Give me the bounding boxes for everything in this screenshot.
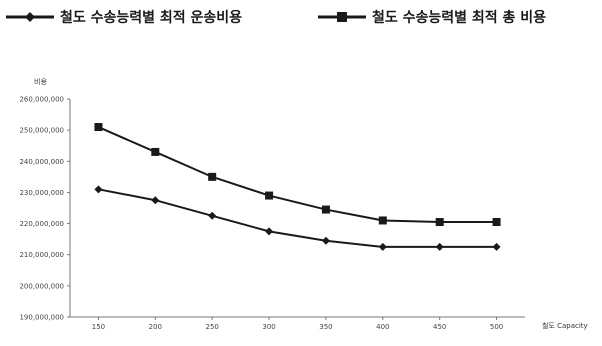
- legend-label-total-cost: 철도 수송능력별 최적 총 비용: [372, 9, 546, 26]
- legend-marker-square: [337, 12, 347, 22]
- series-line-0: [98, 188, 497, 248]
- data-point-square: [151, 147, 160, 156]
- legend-label-transport-cost: 철도 수송능력별 최적 운송비용: [60, 9, 242, 26]
- x-tick-label: 350: [319, 323, 332, 331]
- series-line-1: [98, 126, 497, 224]
- x-tick-label: 450: [433, 323, 446, 331]
- y-tick-label: 190,000,000: [19, 314, 64, 322]
- data-point-square: [208, 172, 217, 181]
- x-tick-label: 400: [376, 323, 389, 331]
- y-tick-label: 220,000,000: [19, 220, 64, 228]
- legend: 철도 수송능력별 최적 운송비용 철도 수송능력별 최적 총 비용: [6, 9, 546, 26]
- legend-marker-diamond: [25, 12, 35, 22]
- x-tick-label: 150: [92, 323, 105, 331]
- x-axis-title: 철도 Capacity: [542, 321, 588, 330]
- y-tick-label: 260,000,000: [19, 96, 64, 104]
- data-point-diamond: [151, 196, 160, 205]
- data-point-diamond: [94, 185, 103, 194]
- data-point-square: [492, 218, 501, 227]
- y-tick-label: 200,000,000: [19, 282, 64, 290]
- plot-area: 190,000,000 200,000,000 210,000,000 220,000…: [19, 96, 525, 331]
- legend-item-total-cost: 철도 수송능력별 최적 총 비용: [318, 9, 546, 26]
- y-tick-label: 250,000,000: [19, 127, 64, 135]
- legend-item-transport-cost: 철도 수송능력별 최적 운송비용: [6, 9, 242, 26]
- x-tick-label: 250: [206, 323, 219, 331]
- data-point-diamond: [435, 242, 444, 251]
- data-point-diamond: [378, 242, 387, 251]
- data-point-square: [321, 205, 330, 214]
- data-point-diamond: [492, 242, 501, 251]
- data-point-diamond: [208, 211, 217, 220]
- data-point-diamond: [321, 236, 330, 245]
- data-point-square: [435, 218, 444, 227]
- y-tick-label: 210,000,000: [19, 251, 64, 259]
- x-tick-label: 500: [490, 323, 503, 331]
- y-tick-label: 230,000,000: [19, 189, 64, 197]
- data-point-diamond: [265, 227, 274, 236]
- data-point-square: [94, 123, 103, 132]
- x-tick-label: 300: [262, 323, 275, 331]
- y-tick-label: 240,000,000: [19, 158, 64, 166]
- data-point-square: [265, 191, 274, 200]
- x-tick-label: 200: [149, 323, 162, 331]
- y-axis-title: 비용: [34, 77, 47, 86]
- data-point-square: [378, 216, 387, 225]
